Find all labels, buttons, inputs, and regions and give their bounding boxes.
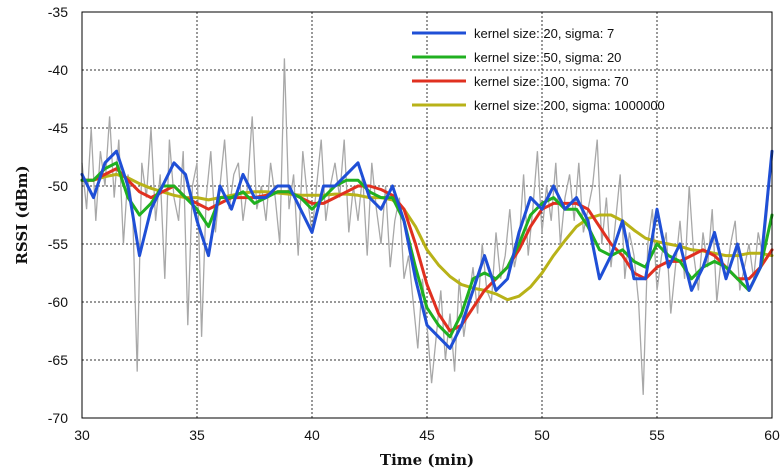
x-tick-label: 60 xyxy=(764,427,780,443)
plot-frame xyxy=(81,11,773,419)
legend-label-0: kernel size: 20, sigma: 7 xyxy=(474,26,614,41)
x-tick-label: 30 xyxy=(74,427,90,443)
series-line-2 xyxy=(80,167,774,333)
x-tick-label: 55 xyxy=(649,427,665,443)
series-line-1 xyxy=(80,161,774,339)
legend-label-3: kernel size: 200, sigma: 1000000 xyxy=(474,98,665,113)
y-tick-label: -55 xyxy=(48,236,68,252)
x-tick-label: 50 xyxy=(534,427,550,443)
y-tick-label: -45 xyxy=(48,120,68,136)
axis-ticks: 30 35 40 45 50 55 60 -35 -40 -45 -50 -55 -60 -65 -70 xyxy=(48,4,780,443)
y-tick-label: -35 xyxy=(48,4,68,20)
series-line-3 xyxy=(80,172,774,302)
y-tick-label: -50 xyxy=(48,178,68,194)
smoothed-series-group xyxy=(80,149,774,350)
x-axis-label: Time (min) xyxy=(380,451,474,469)
y-tick-label: -70 xyxy=(48,410,68,426)
y-tick-label: -40 xyxy=(48,62,68,78)
y-tick-label: -60 xyxy=(48,294,68,310)
x-tick-label: 40 xyxy=(304,427,320,443)
x-tick-label: 45 xyxy=(419,427,435,443)
series-line-0 xyxy=(80,149,774,350)
y-axis-label: RSSI (dBm) xyxy=(13,165,31,264)
y-tick-label: -65 xyxy=(48,352,68,368)
legend: kernel size: 20, sigma: 7 kernel size: 50… xyxy=(412,26,665,113)
legend-label-1: kernel size: 50, sigma: 20 xyxy=(474,50,621,65)
x-tick-label: 35 xyxy=(189,427,205,443)
legend-label-2: kernel size: 100, sigma: 70 xyxy=(474,74,629,89)
